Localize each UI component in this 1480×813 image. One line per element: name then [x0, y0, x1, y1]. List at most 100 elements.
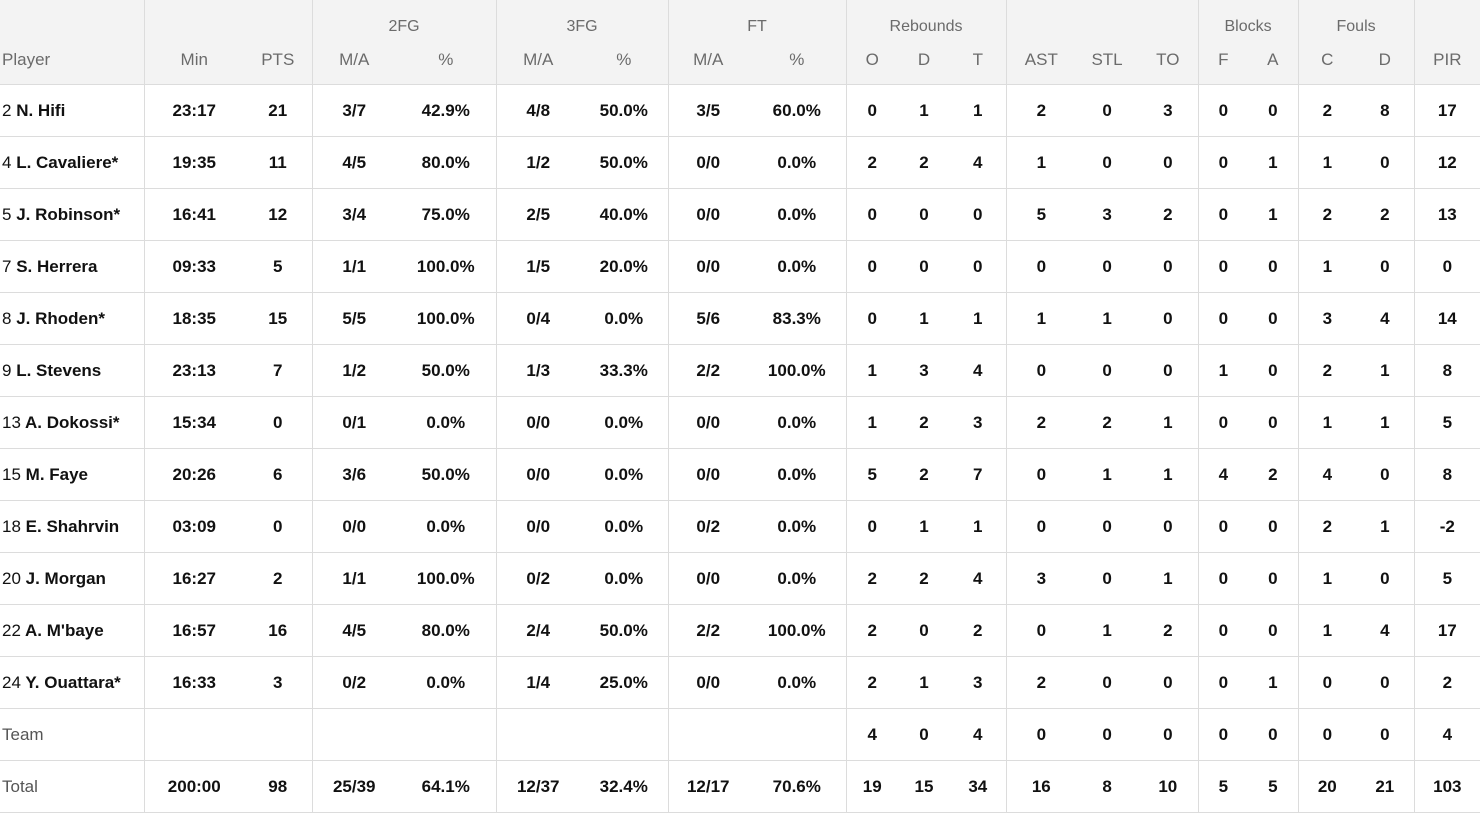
stat-cell: 98 [244, 760, 312, 813]
player-name-link[interactable]: J. Robinson* [16, 204, 121, 224]
stat-cell: 2 [1138, 604, 1199, 657]
stat-cell: 1 [845, 344, 899, 397]
stat-cell: 2 [898, 552, 951, 605]
column-header[interactable]: TO [1138, 36, 1199, 85]
player-name-link[interactable]: A. Dokossi* [25, 412, 120, 432]
stat-cell: 0 [1297, 656, 1357, 709]
player-name-link[interactable]: S. Herrera [16, 256, 98, 276]
stat-cell: 0 [898, 240, 951, 293]
stat-cell: 0 [1197, 396, 1249, 449]
column-header[interactable]: % [580, 36, 668, 85]
player-name-link[interactable]: M. Faye [25, 464, 89, 484]
column-header[interactable]: O [845, 36, 899, 85]
player-number: 8 [2, 308, 12, 328]
stat-cell: 11 [244, 136, 312, 189]
column-header[interactable]: Player [0, 36, 144, 85]
column-header[interactable]: C [1297, 36, 1357, 85]
column-header[interactable]: T [950, 36, 1007, 85]
stat-cell: 0 [1248, 552, 1299, 605]
player-row: 24 Y. Ouattara* 16:33 3 0/2 0.0% 1/4 25.0% 0/0 0… [0, 656, 1480, 709]
player-cell: 5 J. Robinson* [0, 188, 144, 241]
stat-cell: 0 [1076, 240, 1139, 293]
column-header[interactable]: % [748, 36, 847, 85]
stat-cell: 1 [1076, 292, 1139, 345]
stat-cell: 0 [845, 84, 899, 137]
column-header[interactable]: % [396, 36, 496, 85]
stat-cell: 0.0% [580, 292, 668, 345]
stat-cell: 0 [1356, 136, 1415, 189]
stat-cell: 50.0% [580, 84, 668, 137]
stat-cell [580, 708, 668, 761]
stat-cell: 0 [1138, 500, 1199, 553]
column-header[interactable]: M/A [495, 36, 580, 85]
stat-cell: 17 [1413, 604, 1480, 657]
column-header[interactable]: A [1248, 36, 1299, 85]
stat-cell: 0 [845, 188, 899, 241]
stat-cell: 3/6 [311, 448, 396, 501]
column-header[interactable]: M/A [667, 36, 748, 85]
stat-cell: 2/2 [667, 604, 748, 657]
stat-cell: 16 [244, 604, 312, 657]
player-cell: 4 L. Cavaliere* [0, 136, 144, 189]
column-header[interactable]: PIR [1413, 36, 1480, 85]
stat-cell: 0 [1138, 240, 1199, 293]
stat-cell: 2 [845, 552, 899, 605]
column-header[interactable]: PTS [244, 36, 312, 85]
stat-cell: 1 [1297, 240, 1357, 293]
stat-cell: 21 [1356, 760, 1415, 813]
stat-cell: 4 [1356, 292, 1415, 345]
group-header-3fg: 3FG [495, 0, 668, 36]
player-row: 2 N. Hifi 23:17 21 3/7 42.9% 4/8 50.0% 3/5 60.0%… [0, 84, 1480, 137]
player-name-link[interactable]: J. Rhoden* [16, 308, 105, 328]
stat-cell: 1 [1297, 136, 1357, 189]
stat-cell: 4 [950, 136, 1007, 189]
stat-cell: 1 [898, 500, 951, 553]
stat-cell: 0 [1005, 240, 1077, 293]
group-header-rebounds: Rebounds [845, 0, 1007, 36]
stat-cell: 0 [1076, 136, 1139, 189]
stat-cell: 70.6% [748, 760, 847, 813]
stat-cell: 0 [845, 500, 899, 553]
player-name-link[interactable]: E. Shahrvin [25, 516, 120, 536]
column-header[interactable]: M/A [311, 36, 396, 85]
stat-cell: 25/39 [311, 760, 396, 813]
column-header[interactable]: AST [1005, 36, 1077, 85]
stat-cell: 0 [1248, 708, 1299, 761]
stat-cell: 3/4 [311, 188, 396, 241]
stat-cell: 0/0 [311, 500, 396, 553]
stat-cell: 15 [898, 760, 951, 813]
player-name-link[interactable]: L. Cavaliere* [16, 152, 119, 172]
player-name-link[interactable]: L. Stevens [16, 360, 102, 380]
player-number: 20 [2, 568, 21, 588]
stat-cell: 10 [1138, 760, 1199, 813]
stat-cell: 1/5 [495, 240, 580, 293]
stat-cell: 0/2 [495, 552, 580, 605]
column-header[interactable]: STL [1076, 36, 1139, 85]
player-row: 15 M. Faye 20:26 6 3/6 50.0% 0/0 0.0% 0/0 0.0% 5 2… [0, 448, 1480, 501]
stat-cell: 8 [1413, 344, 1480, 397]
player-name-link[interactable]: N. Hifi [16, 100, 66, 120]
column-header[interactable]: Min [143, 36, 244, 85]
stat-cell: 19:35 [143, 136, 244, 189]
group-header-empty [1005, 0, 1199, 36]
stat-cell: 7 [244, 344, 312, 397]
stat-cell: 2 [1248, 448, 1299, 501]
player-cell: 13 A. Dokossi* [0, 396, 144, 449]
player-name-link[interactable]: J. Morgan [25, 568, 106, 588]
stat-cell: 0 [950, 188, 1007, 241]
stat-cell: 4 [950, 708, 1007, 761]
column-header[interactable]: D [1356, 36, 1415, 85]
stat-cell: 32.4% [580, 760, 668, 813]
stat-cell: 0/0 [667, 136, 748, 189]
stat-cell: 100.0% [396, 240, 496, 293]
stat-cell: 1 [1297, 552, 1357, 605]
column-header[interactable]: D [898, 36, 951, 85]
player-name-link[interactable]: A. M'baye [25, 620, 104, 640]
stat-cell: 4 [1297, 448, 1357, 501]
stat-cell: -2 [1413, 500, 1480, 553]
column-header[interactable]: F [1197, 36, 1249, 85]
player-name-link[interactable]: Y. Ouattara* [25, 672, 121, 692]
stat-cell: 0 [1197, 656, 1249, 709]
group-header-blocks: Blocks [1197, 0, 1299, 36]
stat-cell [143, 708, 244, 761]
